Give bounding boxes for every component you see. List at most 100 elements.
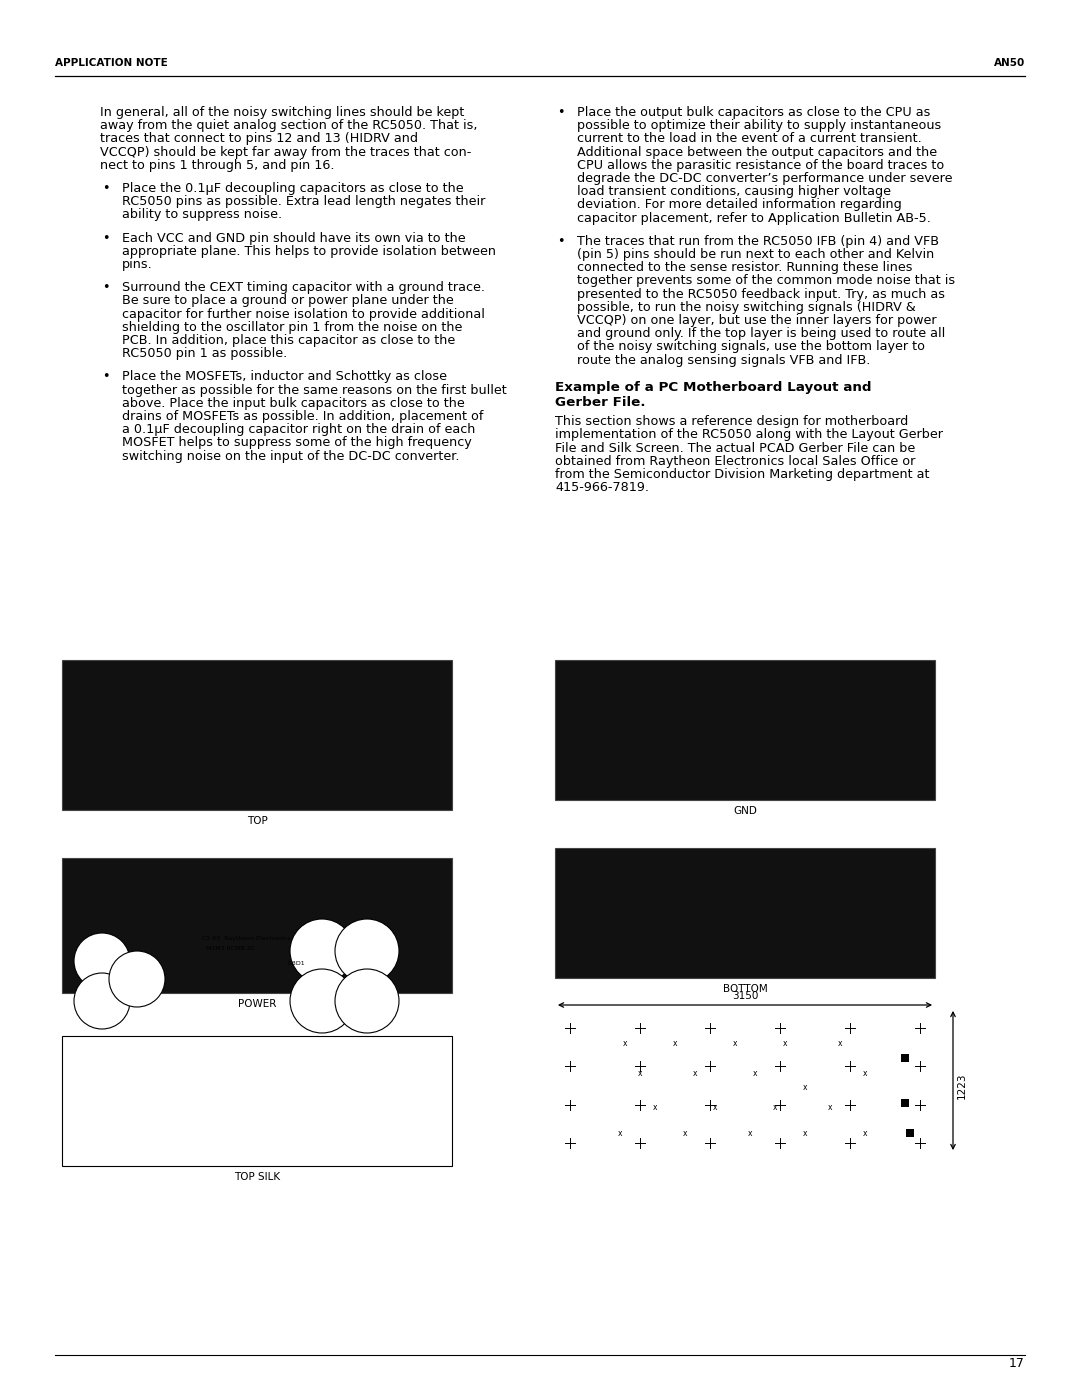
Text: and ground only. If the top layer is being used to route all: and ground only. If the top layer is bei… xyxy=(577,327,945,341)
Text: x: x xyxy=(713,1104,717,1112)
Text: D3D1: D3D1 xyxy=(287,961,305,965)
Text: PCB. In addition, place this capacitor as close to the: PCB. In addition, place this capacitor a… xyxy=(122,334,456,346)
Circle shape xyxy=(291,970,354,1032)
Text: Place the 0.1μF decoupling capacitors as close to the: Place the 0.1μF decoupling capacitors as… xyxy=(122,182,463,196)
Bar xyxy=(901,1099,909,1106)
Text: implementation of the RC5050 along with the Layout Gerber: implementation of the RC5050 along with … xyxy=(555,429,943,441)
Text: •: • xyxy=(557,235,565,247)
Text: possible, to run the noisy switching signals (HIDRV &: possible, to run the noisy switching sig… xyxy=(577,300,916,314)
Text: File and Silk Screen. The actual PCAD Gerber File can be: File and Silk Screen. The actual PCAD Ge… xyxy=(555,441,915,454)
Bar xyxy=(555,659,935,800)
Text: x: x xyxy=(618,1129,622,1137)
Text: Additional space between the output capacitors and the: Additional space between the output capa… xyxy=(577,145,937,159)
Text: AN50: AN50 xyxy=(994,59,1025,68)
Text: drains of MOSFETs as possible. In addition, placement of: drains of MOSFETs as possible. In additi… xyxy=(122,409,484,423)
Text: x: x xyxy=(673,1038,677,1048)
Text: from the Semiconductor Division Marketing department at: from the Semiconductor Division Marketin… xyxy=(555,468,930,481)
Text: Surround the CEXT timing capacitor with a ground trace.: Surround the CEXT timing capacitor with … xyxy=(122,281,485,295)
Text: x: x xyxy=(802,1129,807,1137)
Text: route the analog sensing signals VFB and IFB.: route the analog sensing signals VFB and… xyxy=(577,353,870,366)
Text: •: • xyxy=(102,182,109,196)
Bar xyxy=(62,858,453,993)
Text: APPLICATION NOTE: APPLICATION NOTE xyxy=(55,59,167,68)
Text: VCCQP) on one layer, but use the inner layers for power: VCCQP) on one layer, but use the inner l… xyxy=(577,314,936,327)
Text: •: • xyxy=(102,281,109,295)
Text: BOTTOM: BOTTOM xyxy=(723,983,768,995)
Bar xyxy=(906,1129,914,1137)
Text: x: x xyxy=(783,1038,787,1048)
Text: x: x xyxy=(863,1069,867,1077)
Text: MOSFET helps to suppress some of the high frequency: MOSFET helps to suppress some of the hig… xyxy=(122,436,472,450)
Text: together prevents some of the common mode noise that is: together prevents some of the common mod… xyxy=(577,274,955,288)
Text: x: x xyxy=(863,1129,867,1137)
Text: RC5050 pins as possible. Extra lead length negates their: RC5050 pins as possible. Extra lead leng… xyxy=(122,196,485,208)
Text: pins.: pins. xyxy=(122,258,152,271)
Text: x: x xyxy=(827,1104,833,1112)
Text: Be sure to place a ground or power plane under the: Be sure to place a ground or power plane… xyxy=(122,295,454,307)
Text: •: • xyxy=(102,370,109,383)
Text: C5 63  Raytheon Electronics: C5 63 Raytheon Electronics xyxy=(202,936,291,942)
Text: The traces that run from the RC5050 IFB (pin 4) and VFB: The traces that run from the RC5050 IFB … xyxy=(577,235,939,247)
Text: CPU allows the parasitic resistance of the board traces to: CPU allows the parasitic resistance of t… xyxy=(577,159,944,172)
Text: switching noise on the input of the DC-DC converter.: switching noise on the input of the DC-D… xyxy=(122,450,459,462)
Text: capacitor placement, refer to Application Bulletin AB-5.: capacitor placement, refer to Applicatio… xyxy=(577,211,931,225)
Text: away from the quiet analog section of the RC5050. That is,: away from the quiet analog section of th… xyxy=(100,119,477,133)
Text: x: x xyxy=(753,1069,757,1077)
Text: above. Place the input bulk capacitors as close to the: above. Place the input bulk capacitors a… xyxy=(122,397,464,409)
Text: x: x xyxy=(652,1104,658,1112)
Text: GND: GND xyxy=(733,806,757,816)
Text: x: x xyxy=(732,1038,738,1048)
Circle shape xyxy=(75,933,130,989)
Text: x: x xyxy=(623,1038,627,1048)
Text: traces that connect to pins 12 and 13 (HIDRV and: traces that connect to pins 12 and 13 (H… xyxy=(100,133,418,145)
Text: In general, all of the noisy switching lines should be kept: In general, all of the noisy switching l… xyxy=(100,106,464,119)
Text: ability to suppress noise.: ability to suppress noise. xyxy=(122,208,282,221)
Text: capacitor for further noise isolation to provide additional: capacitor for further noise isolation to… xyxy=(122,307,485,320)
Text: a 0.1μF decoupling capacitor right on the drain of each: a 0.1μF decoupling capacitor right on th… xyxy=(122,423,475,436)
Text: x: x xyxy=(692,1069,698,1077)
Circle shape xyxy=(291,919,354,983)
Circle shape xyxy=(335,970,399,1032)
Text: x: x xyxy=(638,1069,643,1077)
Text: nect to pins 1 through 5, and pin 16.: nect to pins 1 through 5, and pin 16. xyxy=(100,159,335,172)
Text: obtained from Raytheon Electronics local Sales Office or: obtained from Raytheon Electronics local… xyxy=(555,455,916,468)
Text: degrade the DC-DC converter’s performance under severe: degrade the DC-DC converter’s performanc… xyxy=(577,172,953,184)
Circle shape xyxy=(75,972,130,1030)
Text: Place the output bulk capacitors as close to the CPU as: Place the output bulk capacitors as clos… xyxy=(577,106,930,119)
Text: current to the load in the event of a current transient.: current to the load in the event of a cu… xyxy=(577,133,921,145)
Bar xyxy=(62,659,453,810)
Text: x: x xyxy=(747,1129,753,1137)
Text: Example of a PC Motherboard Layout and: Example of a PC Motherboard Layout and xyxy=(555,381,872,394)
Text: of the noisy switching signals, use the bottom layer to: of the noisy switching signals, use the … xyxy=(577,341,924,353)
Text: •: • xyxy=(557,106,565,119)
Text: Place the MOSFETs, inductor and Schottky as close: Place the MOSFETs, inductor and Schottky… xyxy=(122,370,447,383)
Text: appropriate plane. This helps to provide isolation between: appropriate plane. This helps to provide… xyxy=(122,244,496,258)
Text: 415-966-7819.: 415-966-7819. xyxy=(555,481,649,495)
Text: RC5050 pin 1 as possible.: RC5050 pin 1 as possible. xyxy=(122,348,287,360)
Bar xyxy=(555,848,935,978)
Text: 1223: 1223 xyxy=(957,1073,967,1099)
Text: x: x xyxy=(683,1129,687,1137)
Text: 17: 17 xyxy=(1009,1356,1025,1370)
Text: shielding to the oscillator pin 1 from the noise on the: shielding to the oscillator pin 1 from t… xyxy=(122,321,462,334)
Text: 3150: 3150 xyxy=(732,990,758,1002)
Bar xyxy=(901,1053,909,1062)
Circle shape xyxy=(109,951,165,1007)
Text: connected to the sense resistor. Running these lines: connected to the sense resistor. Running… xyxy=(577,261,913,274)
Text: Each VCC and GND pin should have its own via to the: Each VCC and GND pin should have its own… xyxy=(122,232,465,244)
Bar xyxy=(62,1037,453,1166)
Circle shape xyxy=(335,919,399,983)
Text: x: x xyxy=(802,1084,807,1092)
Text: Gerber File.: Gerber File. xyxy=(555,395,646,409)
Text: x: x xyxy=(773,1104,778,1112)
Text: VCCQP) should be kept far away from the traces that con-: VCCQP) should be kept far away from the … xyxy=(100,145,471,159)
Text: x: x xyxy=(838,1038,842,1048)
Text: possible to optimize their ability to supply instantaneous: possible to optimize their ability to su… xyxy=(577,119,942,133)
Text: load transient conditions, causing higher voltage: load transient conditions, causing highe… xyxy=(577,186,891,198)
Text: M1M3 RCMB.2C: M1M3 RCMB.2C xyxy=(202,946,255,951)
Text: •: • xyxy=(102,232,109,244)
Text: This section shows a reference design for motherboard: This section shows a reference design fo… xyxy=(555,415,908,429)
Text: deviation. For more detailed information regarding: deviation. For more detailed information… xyxy=(577,198,902,211)
Text: (pin 5) pins should be run next to each other and Kelvin: (pin 5) pins should be run next to each … xyxy=(577,249,934,261)
Text: POWER: POWER xyxy=(238,999,276,1009)
